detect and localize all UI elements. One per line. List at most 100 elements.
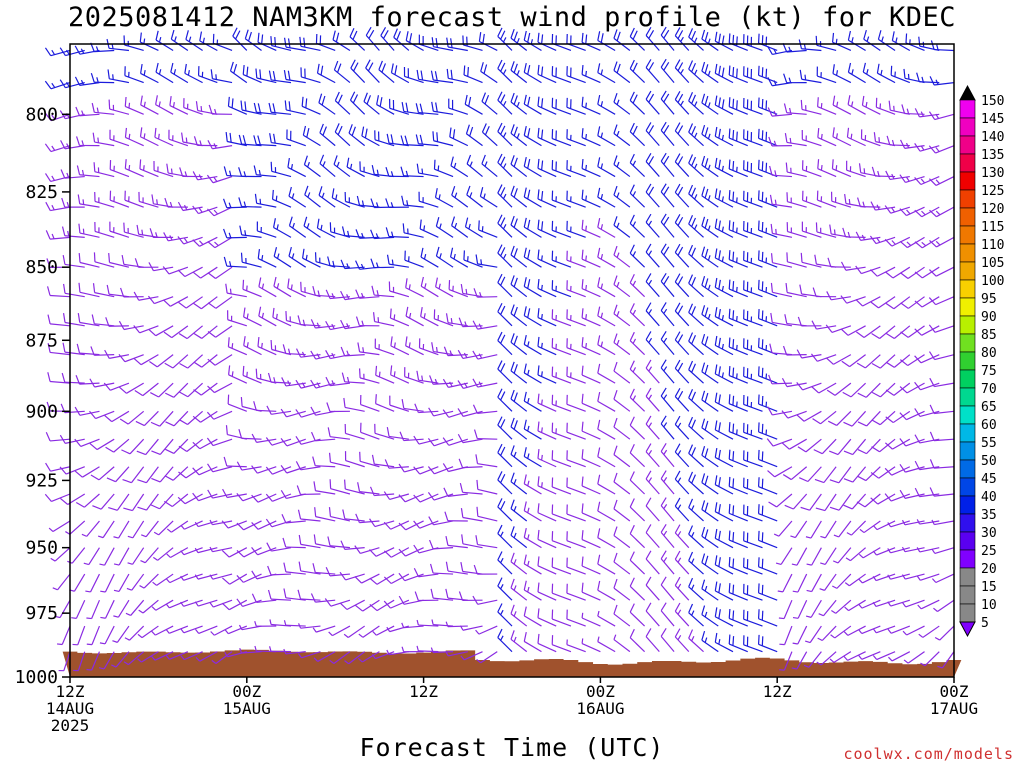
wind-barb [806,573,822,593]
wind-barb [810,353,837,362]
wind-barb [285,311,306,327]
wind-barb [743,250,763,268]
wind-barb [153,547,174,561]
wind-barb [645,59,660,83]
wind-barb [472,404,498,414]
wind-barb [757,337,778,356]
wind-barb [180,651,203,661]
wind-barb [350,59,366,84]
wind-barb [566,250,586,268]
wind-barb [743,609,763,627]
wind-barb [581,556,601,575]
wind-barb [688,154,704,178]
wind-barb [714,581,734,601]
wind-barb [551,97,572,115]
wind-barb [139,573,159,589]
colorbar-swatch [959,225,976,245]
wind-barb [303,216,321,238]
wind-barb [870,493,896,505]
wind-barb [831,599,852,614]
wind-barb [785,162,807,178]
wind-barb [98,651,115,670]
wind-barb [415,103,439,115]
wind-barb [701,500,719,522]
colorbar-label: 25 [981,544,997,559]
wind-barb [236,492,262,502]
wind-barb [597,217,616,238]
wind-barb [413,466,439,475]
wind-barb [457,380,483,389]
wind-barb [445,535,468,549]
wind-barb [280,408,306,418]
wind-barb [701,29,719,51]
wind-barb [133,291,159,301]
wind-barb [597,187,616,208]
wind-barb [890,65,911,84]
wind-barb [389,308,410,327]
wind-barb [457,433,483,444]
wind-barb [660,602,675,627]
colorbar-label: 65 [981,400,997,415]
wind-barb [701,333,719,356]
wind-barb [104,410,130,423]
wind-barb [180,520,203,530]
wind-barb [458,458,483,469]
wind-barb [537,556,557,575]
wind-barb [933,599,955,612]
wind-barb [390,63,410,84]
wind-barb [207,354,233,366]
wind-barb [497,244,513,268]
wind-barb [265,437,292,446]
wind-barb [100,599,115,619]
wind-barb [280,465,306,474]
wind-barb [374,130,395,147]
wind-barb [743,394,763,412]
wind-barb [242,279,262,298]
wind-barb [89,410,115,420]
wind-barb [688,184,704,208]
wind-barb [162,266,189,275]
wind-barb [613,93,631,115]
wind-barb [332,30,351,51]
wind-barb [537,219,557,238]
wind-barb [829,224,851,238]
wind-barb [629,577,646,601]
wind-barb [566,531,586,549]
wind-barb [295,461,321,471]
colorbar-label: 60 [981,418,997,433]
wind-barb [645,602,660,627]
wind-barb [551,366,572,384]
wind-barb [47,343,71,356]
wind-barb [244,29,262,51]
wind-barb [313,651,336,662]
colorbar-swatch [959,153,976,173]
wind-barb [451,216,469,238]
wind-barb [645,470,660,495]
wind-barb [445,313,468,327]
y-axis: 800 825 850 875 900 925 950 975 1000 [15,104,70,688]
wind-barb [903,651,925,664]
wind-barb [254,193,277,208]
wind-barb [660,121,675,147]
wind-barb [629,360,646,384]
wind-barb [629,273,646,298]
wind-barb [463,65,483,84]
wind-barb [74,466,100,478]
wind-barb [566,97,586,115]
wind-barb [334,91,351,115]
wind-barb [270,161,292,178]
wind-barb [728,33,748,52]
wind-barb [728,634,748,653]
wind-barb [168,129,189,147]
wind-barb [613,634,631,653]
wind-barb [537,365,557,384]
colorbar-label: 115 [981,220,1004,235]
wind-barb [75,493,100,508]
wind-barb [510,552,528,575]
colorbar-label: 55 [981,436,997,451]
wind-barb [138,191,159,208]
x-tick-label: 17AUG [930,699,978,718]
wind-barb [312,563,336,575]
wind-barb [192,410,218,423]
wind-barb [791,547,808,566]
